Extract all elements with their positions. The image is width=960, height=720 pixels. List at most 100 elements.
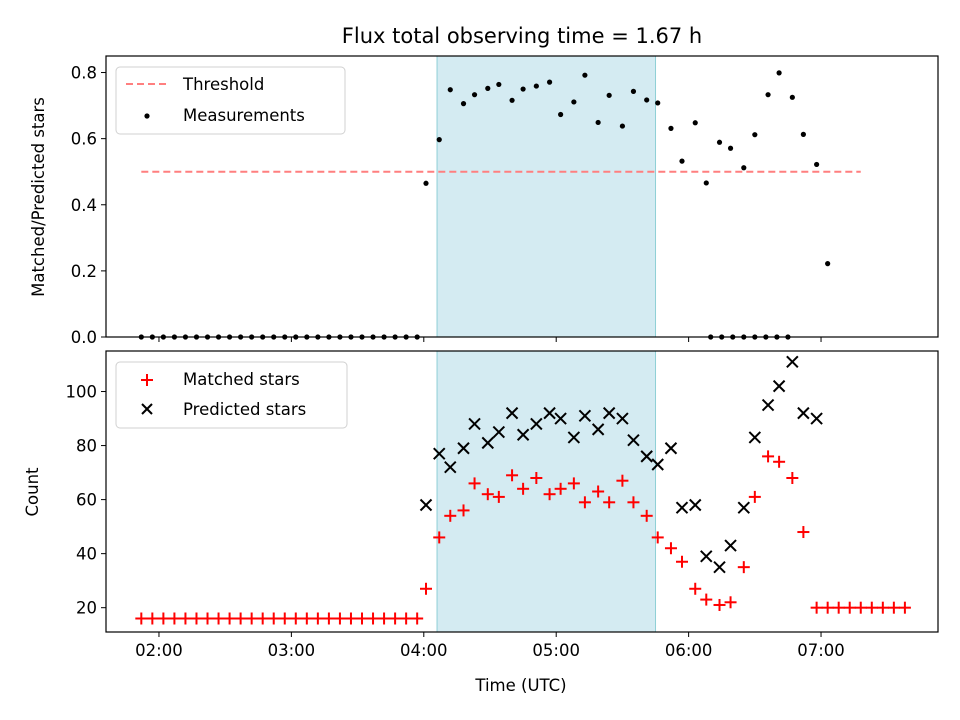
measurement-point — [606, 92, 612, 98]
matched-stars-point — [356, 612, 368, 625]
predicted-stars-point — [797, 406, 810, 420]
matched-stars-point — [245, 612, 258, 625]
ratio-panel: Flux total observing time = 1.67 h Match… — [29, 24, 939, 347]
predicted-stars-point — [640, 450, 653, 463]
matched-stars-point — [378, 612, 391, 625]
matched-stars-point — [664, 542, 677, 555]
y-tick-label: 40 — [76, 545, 97, 564]
matched-stars-point — [724, 596, 737, 609]
plot-frame-bottom — [105, 350, 939, 633]
matched-stars-point — [832, 601, 845, 614]
predicted-stars-point — [724, 539, 737, 552]
matched-stars-point — [168, 612, 181, 625]
matched-stars-point — [267, 612, 280, 625]
predicted-stars-point — [554, 412, 567, 425]
matched-stars-point — [854, 601, 867, 614]
legend-bottom: Matched stars Predicted stars — [115, 361, 348, 429]
matched-stars-point — [821, 601, 834, 614]
matched-stars-point — [201, 612, 214, 625]
measurement-point — [496, 81, 502, 88]
x-tick-label: 07:00 — [797, 641, 845, 660]
predicted-stars-point — [616, 412, 629, 425]
predicted-stars-point — [578, 409, 592, 423]
measurement-point — [533, 83, 539, 89]
measurement-point — [776, 70, 782, 76]
plot-frame-top — [105, 55, 939, 338]
measurement-point — [752, 132, 758, 138]
y-tick-label: 0.4 — [71, 196, 97, 215]
matched-stars-point — [289, 612, 302, 625]
measurement-point — [619, 123, 626, 129]
observing-window-band — [436, 55, 657, 338]
predicted-stars-point — [664, 442, 678, 455]
matched-stars-point — [444, 509, 457, 522]
measurement-point — [460, 101, 467, 107]
x-axis-label: Time (UTC) — [474, 676, 566, 695]
predicted-stars-point — [627, 433, 640, 447]
matched-stars-point — [135, 612, 148, 625]
matched-stars-point — [389, 612, 402, 625]
matched-stars-point — [603, 496, 616, 509]
matched-stars-point — [627, 496, 640, 509]
predicted-stars-point — [468, 417, 481, 431]
chart-title: Flux total observing time = 1.67 h — [342, 24, 702, 48]
predicted-stars-point — [761, 398, 775, 412]
predicted-stars-point — [737, 501, 751, 514]
matched-stars-point — [748, 490, 761, 503]
measurement-point — [644, 97, 650, 103]
measurement-point — [471, 92, 478, 98]
matched-stars-point — [411, 612, 424, 625]
y-tick-label: 80 — [76, 437, 97, 456]
matched-stars-point — [300, 612, 313, 625]
measurement-point — [520, 86, 526, 92]
matched-stars-point — [223, 612, 236, 625]
predicted-stars-point — [457, 442, 470, 455]
legend-predicted-swatch — [141, 403, 153, 415]
matched-stars-point — [898, 601, 911, 614]
measurement-point — [741, 165, 747, 171]
predicted-stars-point — [492, 425, 506, 439]
matched-stars-point — [256, 612, 269, 625]
matched-stars-point — [179, 612, 192, 625]
matched-stars-point — [887, 601, 900, 614]
x-tick-label: 05:00 — [532, 641, 580, 660]
legend-top: Threshold Measurements — [115, 66, 346, 135]
matched-stars-point — [530, 471, 543, 484]
matched-stars-point — [481, 488, 494, 501]
legend-label-matched: Matched stars — [183, 370, 300, 389]
y-tick-label: 20 — [76, 599, 97, 618]
measurement-point — [765, 92, 771, 98]
matched-stars-point — [344, 612, 357, 625]
x-tick-label: 03:00 — [268, 641, 316, 660]
matched-stars-point — [420, 582, 432, 595]
observing-window-band — [436, 350, 657, 633]
count-panel: Count Time (UTC) 02:00 03:00 04:00 05:00 06:… — [23, 350, 939, 695]
measurement-point — [546, 79, 553, 85]
y-tick-label: 0.6 — [71, 130, 97, 149]
predicted-stars-point — [516, 428, 530, 441]
predicted-stars-point — [481, 436, 495, 450]
measurement-point — [582, 72, 588, 78]
predicted-stars-point — [675, 501, 689, 514]
matched-stars-point — [689, 582, 702, 595]
matched-stars-point — [400, 612, 413, 625]
measurement-point — [692, 120, 698, 126]
x-tick-label: 06:00 — [665, 641, 713, 660]
matched-stars-point — [333, 612, 346, 625]
matched-stars-point — [433, 531, 446, 544]
x-tick-label: 04:00 — [400, 641, 448, 660]
predicted-stars-point — [530, 417, 543, 431]
matched-stars-point — [865, 601, 878, 614]
measurement-point — [668, 125, 674, 131]
legend-label-measurements: Measurements — [183, 106, 305, 125]
matched-stars-point — [616, 474, 629, 487]
matched-stars-point — [212, 612, 225, 625]
predicted-stars-point — [433, 447, 446, 460]
measurement-point — [800, 131, 806, 137]
predicted-stars-point — [505, 406, 519, 420]
predicted-stars-point — [419, 498, 433, 512]
predicted-stars-point — [543, 406, 556, 420]
measurement-point — [679, 158, 685, 164]
legend-label-threshold: Threshold — [182, 75, 264, 94]
